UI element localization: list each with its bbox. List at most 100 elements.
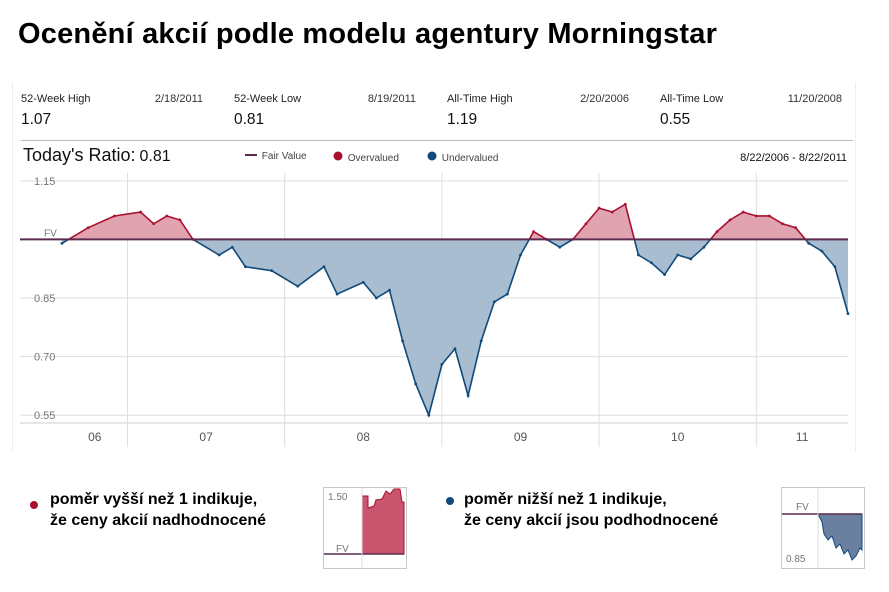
data-point xyxy=(86,226,90,230)
note-line: že ceny akcií nadhodnocené xyxy=(50,512,267,529)
undervalued-note: poměr nižší než 1 indikuje, že ceny akci… xyxy=(464,489,718,531)
data-point xyxy=(820,249,824,253)
data-point xyxy=(519,253,522,257)
thumb-fv-label: FV xyxy=(796,502,809,513)
data-point xyxy=(728,218,732,222)
legend-fair-value: Fair Value xyxy=(245,151,307,162)
stat-date: 8/19/2011 xyxy=(367,93,416,105)
data-point xyxy=(794,226,797,230)
data-point xyxy=(768,214,771,218)
data-point xyxy=(230,245,234,249)
data-point xyxy=(375,296,378,300)
undervalued-area xyxy=(62,239,848,416)
data-point xyxy=(715,230,719,233)
data-point xyxy=(781,222,784,226)
divider xyxy=(21,140,853,141)
data-point xyxy=(741,210,745,214)
x-tick-label: 09 xyxy=(514,430,528,444)
y-tick-label: 0.55 xyxy=(34,410,55,422)
fair-value-line-icon xyxy=(245,154,257,156)
stat-date: 11/20/2008 xyxy=(787,93,842,105)
y-tick-label: 0.70 xyxy=(34,352,55,364)
note-line: poměr nižší než 1 indikuje, xyxy=(464,491,667,508)
data-point xyxy=(610,210,614,214)
data-point xyxy=(532,230,535,233)
stat-label: All-Time Low xyxy=(660,93,724,105)
stat-value: 1.19 xyxy=(447,111,478,128)
legend-overvalued: Overvalued xyxy=(333,151,399,164)
undervalued-thumbnail: FV 0.85 xyxy=(781,487,865,569)
todays-ratio: Today's Ratio: 0.81 xyxy=(23,145,171,166)
data-point xyxy=(296,284,300,288)
page-title: Ocenění akcií podle modelu agentury Morn… xyxy=(18,18,718,50)
data-point xyxy=(401,339,404,343)
data-point xyxy=(244,265,247,269)
stat-label: All-Time High xyxy=(447,93,513,105)
legend-label: Undervalued xyxy=(441,153,499,164)
overvalued-area xyxy=(62,204,848,240)
thumb-tick-label: 1.50 xyxy=(328,492,348,503)
ratio-label: Today's Ratio: xyxy=(23,145,136,165)
stat-date: 2/20/2006 xyxy=(580,93,629,105)
data-point xyxy=(388,288,391,292)
data-point xyxy=(676,253,680,257)
data-point xyxy=(506,292,509,296)
x-tick-label: 07 xyxy=(199,430,213,444)
fair-value-label: FV xyxy=(44,228,57,239)
data-point xyxy=(152,222,156,226)
data-point xyxy=(466,394,470,398)
legend-label: Fair Value xyxy=(261,151,307,162)
valuation-chart: 1.15 0.85 0.70 0.55 06 07 08 09 10 11 FV xyxy=(20,173,850,447)
undervalued-dot-icon xyxy=(427,151,437,161)
data-point xyxy=(833,265,837,269)
data-point xyxy=(650,261,653,265)
data-point xyxy=(689,257,693,261)
data-point xyxy=(270,269,273,273)
data-point xyxy=(322,265,326,269)
data-point xyxy=(637,253,640,257)
x-tick-label: 11 xyxy=(796,430,809,444)
data-point xyxy=(427,413,431,417)
data-point xyxy=(702,245,706,249)
x-tick-label: 10 xyxy=(671,430,685,444)
data-point xyxy=(335,292,339,296)
data-point xyxy=(414,382,418,386)
x-tick-label: 06 xyxy=(88,430,102,444)
data-point xyxy=(584,222,588,226)
thumb-fv-label: FV xyxy=(336,544,349,555)
data-point xyxy=(479,339,483,343)
data-point xyxy=(558,245,562,249)
data-point xyxy=(623,202,627,206)
data-point xyxy=(846,312,850,316)
overvalued-dot-icon xyxy=(333,151,343,161)
legend-undervalued: Undervalued xyxy=(427,151,499,164)
x-tick-label: 08 xyxy=(357,430,371,444)
overvalued-note: poměr vyšší než 1 indikuje, že ceny akci… xyxy=(50,489,266,531)
overvalued-line xyxy=(66,203,807,240)
stat-value: 0.81 xyxy=(234,111,265,128)
date-range: 8/22/2006 - 8/22/2011 xyxy=(740,152,847,164)
data-point xyxy=(663,273,666,276)
overvalued-thumbnail: 1.50 FV xyxy=(323,487,407,569)
note-line: že ceny akcií jsou podhodnocené xyxy=(464,512,719,529)
data-point xyxy=(440,363,444,366)
stat-value: 1.07 xyxy=(21,111,52,128)
stat-value: 0.55 xyxy=(660,111,691,128)
data-point xyxy=(807,241,811,245)
stat-date: 2/18/2011 xyxy=(154,93,203,105)
data-point xyxy=(217,253,221,257)
data-point xyxy=(453,347,457,351)
stat-label: 52-Week Low xyxy=(234,93,302,105)
y-tick-label: 0.85 xyxy=(34,293,55,305)
stat-label: 52-Week High xyxy=(21,93,91,105)
ratio-value: 0.81 xyxy=(139,148,171,165)
data-point xyxy=(165,214,169,218)
data-point xyxy=(361,280,365,284)
undervalued-bullet-icon xyxy=(446,497,454,505)
overvalued-bullet-icon xyxy=(30,501,38,509)
note-line: poměr vyšší než 1 indikuje, xyxy=(50,491,258,508)
data-point xyxy=(139,210,143,214)
data-point xyxy=(113,214,116,218)
legend-label: Overvalued xyxy=(347,153,399,164)
y-tick-label: 1.15 xyxy=(34,176,55,188)
